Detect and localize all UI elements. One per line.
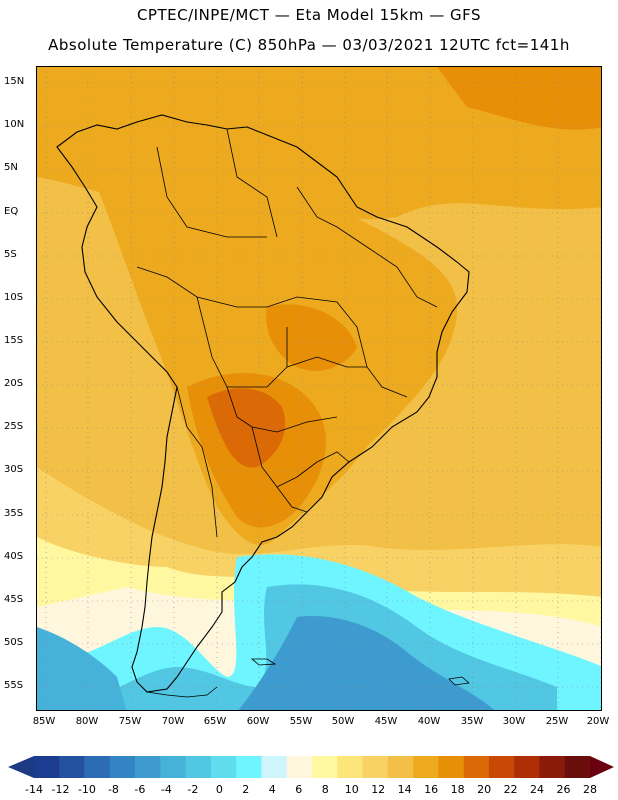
- colorbar-segment: [463, 756, 490, 778]
- lat-label: 5S: [4, 249, 17, 260]
- colorbar-left-arrow: [8, 756, 34, 778]
- lon-label: 25W: [545, 716, 569, 727]
- colorbar-segment: [160, 756, 186, 778]
- colorbar-segment: [337, 756, 363, 778]
- lat-label: 5N: [4, 162, 18, 173]
- lat-label: 45S: [4, 594, 24, 605]
- colorbar-segment: [109, 756, 136, 778]
- colorbar-tick-label: -2: [187, 783, 199, 796]
- colorbar-tick-label: 10: [344, 783, 359, 796]
- temperature-field: [37, 67, 601, 710]
- colorbar-right-arrow: [590, 756, 614, 778]
- lat-label: 35S: [4, 508, 24, 519]
- colorbar-tick-label: -4: [160, 783, 172, 796]
- colorbar-tick-label: 14: [397, 783, 412, 796]
- colorbar-tick-label: 18: [450, 783, 465, 796]
- lon-label: 70W: [161, 716, 185, 727]
- lat-label: 20S: [4, 378, 24, 389]
- colorbar-segment: [438, 756, 464, 778]
- colorbar-tick-label: 16: [424, 783, 439, 796]
- lon-label: 45W: [374, 716, 398, 727]
- lat-label: 15N: [4, 76, 25, 87]
- colorbar: [8, 756, 614, 778]
- temperature-map: [36, 66, 602, 711]
- lat-label: EQ: [4, 206, 19, 217]
- north-hot-zone: [437, 67, 601, 130]
- lon-label: 55W: [289, 716, 313, 727]
- colorbar-segment: [387, 756, 414, 778]
- colorbar-tick-label: -6: [134, 783, 146, 796]
- map-title-line1: CPTEC/INPE/MCT — Eta Model 15km — GFS: [136, 6, 482, 24]
- lat-label: 30S: [4, 464, 24, 475]
- lat-label: 50S: [4, 637, 24, 648]
- colorbar-segment: [236, 756, 262, 778]
- colorbar-tick-label: 6: [295, 783, 303, 796]
- colorbar-tick-label: -12: [51, 783, 70, 796]
- colorbar-tick-label: 20: [477, 783, 492, 796]
- hottest-core: [207, 388, 286, 468]
- colorbar-tick-label: 2: [242, 783, 250, 796]
- colorbar-tick-label: 22: [503, 783, 518, 796]
- colorbar-segment: [413, 756, 439, 778]
- lon-label: 60W: [246, 716, 270, 727]
- colorbar-segment: [34, 756, 60, 778]
- colorbar-segment: [59, 756, 85, 778]
- tierra-del-fuego: [146, 658, 470, 698]
- lon-label: 85W: [32, 716, 56, 727]
- colorbar-segment: [362, 756, 389, 778]
- colorbar-tick-label: 0: [215, 783, 223, 796]
- colorbar-tick-label: -10: [77, 783, 96, 796]
- colorbar-segment: [261, 756, 288, 778]
- lat-label: 25S: [4, 421, 24, 432]
- colorbar-tick-label: -14: [25, 783, 43, 796]
- colorbar-tick-label: 28: [583, 783, 597, 796]
- lon-label: 80W: [75, 716, 99, 727]
- colorbar-segment: [312, 756, 338, 778]
- colorbar-segment: [210, 756, 237, 778]
- lat-label: 10S: [4, 292, 24, 303]
- lat-label: 10N: [4, 119, 25, 130]
- colorbar-segment: [286, 756, 313, 778]
- colorbar-segment: [514, 756, 540, 778]
- colorbar-tick-label: -8: [107, 783, 119, 796]
- colorbar-segment: [185, 756, 212, 778]
- colorbar-tick-label: 24: [530, 783, 545, 796]
- lon-label: 40W: [417, 716, 441, 727]
- lat-label: 40S: [4, 551, 24, 562]
- colorbar-tick-label: 26: [556, 783, 571, 796]
- central-brazil-hot: [266, 304, 357, 371]
- lon-label: 75W: [118, 716, 142, 727]
- southwest-cold-zone: [37, 627, 127, 710]
- colorbar-segment: [488, 756, 515, 778]
- country-borders: [136, 128, 438, 538]
- lon-label: 30W: [502, 716, 526, 727]
- lat-label: 55S: [4, 680, 24, 691]
- colorbar-segment: [135, 756, 161, 778]
- colorbar-segment: [539, 756, 566, 778]
- lon-label: 35W: [460, 716, 484, 727]
- colorbar-tick-label: 12: [371, 783, 386, 796]
- lon-label: 20W: [586, 716, 610, 727]
- colorbar-tick-label: 8: [321, 783, 329, 796]
- lon-label: 50W: [331, 716, 355, 727]
- cold-pool-inner: [238, 616, 495, 710]
- lon-label: 65W: [203, 716, 227, 727]
- colorbar-tick-label: 4: [268, 783, 276, 796]
- colorbar-segment: [84, 756, 111, 778]
- lat-label: 15S: [4, 335, 24, 346]
- map-title-line2: Absolute Temperature (C) 850hPa — 03/03/…: [48, 36, 570, 54]
- colorbar-segment: [564, 756, 591, 778]
